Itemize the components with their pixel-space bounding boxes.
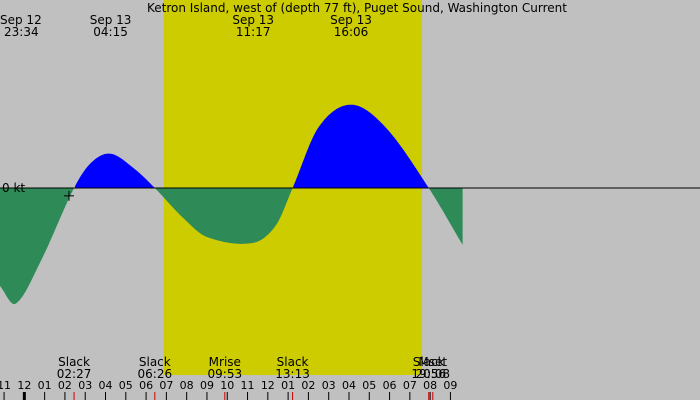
hour-tick-label: 06 [383, 379, 397, 392]
hour-tick-label: 08 [180, 379, 194, 392]
extreme-time: 11:17 [236, 25, 271, 39]
ebb-area [429, 188, 463, 245]
hour-tick-label: 08 [423, 379, 437, 392]
hour-tick-label: 11 [241, 379, 255, 392]
flood-area [75, 153, 156, 188]
event-time: 09:53 [208, 367, 243, 381]
time-axis: 11 12 01 02 03 04 05 06 07 08 09 10 11 12 01 02 03 04 05 06… [0, 379, 457, 400]
hour-tick-label: 03 [322, 379, 336, 392]
event-name: Slack [413, 355, 445, 369]
event-name: Mrise [209, 355, 241, 369]
hour-tick-label: 01 [38, 379, 52, 392]
hour-tick-label: 10 [220, 379, 234, 392]
hour-tick-label: 02 [58, 379, 72, 392]
hour-tick-label: 12 [261, 379, 275, 392]
y-axis-label: 0 kt [2, 181, 25, 195]
hour-tick-label: 03 [78, 379, 92, 392]
extreme-time: 04:15 [93, 25, 128, 39]
ebb-area [155, 188, 294, 244]
extreme-time: 16:06 [334, 25, 369, 39]
event-time: 02:27 [57, 367, 92, 381]
hour-tick-label: 07 [159, 379, 173, 392]
hour-tick-label: 11 [0, 379, 11, 392]
event-labels: Slack02:27Slack06:26Mrise09:53Slack13:13… [57, 355, 450, 400]
hour-tick-label: 09 [200, 379, 214, 392]
hour-tick-label: 09 [443, 379, 457, 392]
event-name: Slack [139, 355, 171, 369]
hour-tick-label: 02 [301, 379, 315, 392]
hour-tick-label: 01 [281, 379, 295, 392]
hour-tick-label: 07 [403, 379, 417, 392]
event-time: 06:26 [138, 367, 173, 381]
current-areas [0, 104, 463, 305]
hour-tick-label: 04 [99, 379, 113, 392]
ebb-area [0, 188, 76, 305]
extreme-date: Sep 13 [90, 13, 132, 27]
event-name: Mset [418, 355, 447, 369]
hour-tick-label: 05 [362, 379, 376, 392]
event-name: Slack [58, 355, 90, 369]
event-time: 19:56 [411, 367, 446, 381]
chart-title: Ketron Island, west of (depth 77 ft), Pu… [147, 1, 567, 15]
extreme-time: 23:34 [4, 25, 39, 39]
hour-tick-label: 06 [139, 379, 153, 392]
flood-area [293, 104, 430, 188]
extreme-date: Sep 13 [232, 13, 274, 27]
extreme-date: Sep 12 [0, 13, 42, 27]
hour-tick-label: 05 [119, 379, 133, 392]
event-time: 13:13 [275, 367, 310, 381]
hour-tick-label: 04 [342, 379, 356, 392]
event-time: 20:08 [415, 367, 450, 381]
event-name: Slack [277, 355, 309, 369]
extreme-date: Sep 13 [330, 13, 372, 27]
current-time-marker [63, 190, 74, 201]
hour-tick-label: 12 [17, 379, 31, 392]
